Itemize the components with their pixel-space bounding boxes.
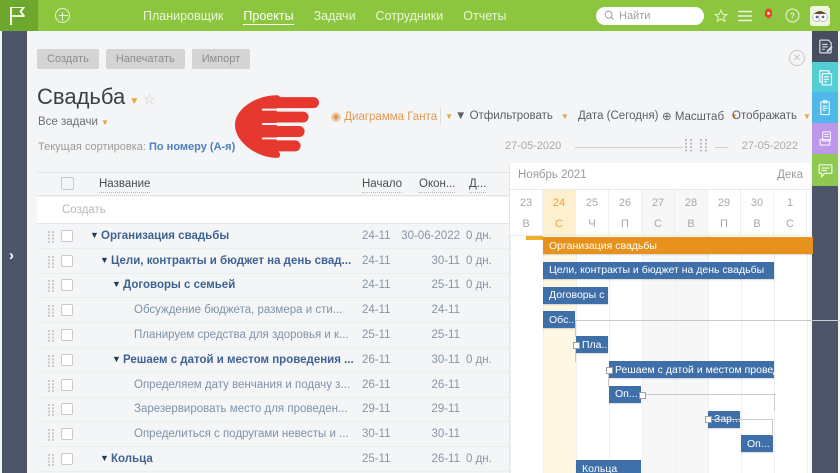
svg-text:?: ? [790,12,795,21]
